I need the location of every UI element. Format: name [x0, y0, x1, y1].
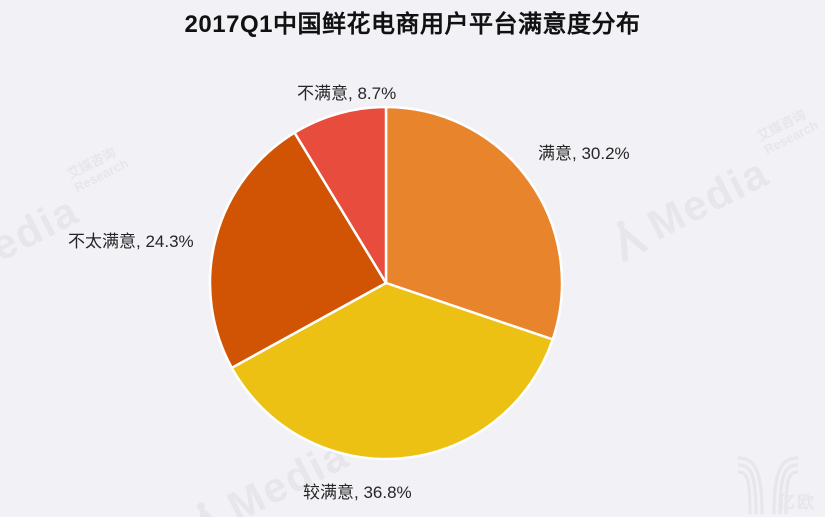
pie-slice-2 [208, 131, 388, 370]
pie-label-satisfied: 满意, 30.2% [538, 144, 630, 163]
watermark-iimedia: Media 艾媒咨询 Research [601, 107, 825, 268]
pie-slice-1 [230, 281, 554, 461]
iimedia-person-icon [602, 212, 655, 268]
iimedia-person-icon [182, 494, 235, 517]
watermark-iimedia: Media 艾媒咨询 Research [181, 389, 415, 517]
eo-logo-icon [736, 452, 800, 517]
pie-label-less-satisfied: 不太满意, 24.3% [68, 232, 194, 251]
pie-slice-0 [384, 105, 564, 341]
pie-slice-3 [293, 105, 388, 285]
chart-title: 2017Q1中国鲜花电商用户平台满意度分布 [184, 11, 641, 38]
pie-label-dissatisfied: 不满意, 8.7% [297, 84, 397, 103]
pie-label-fairly-satisfied: 较满意, 36.8% [303, 483, 412, 502]
eo-logo-text: 亿欧 [778, 493, 816, 512]
